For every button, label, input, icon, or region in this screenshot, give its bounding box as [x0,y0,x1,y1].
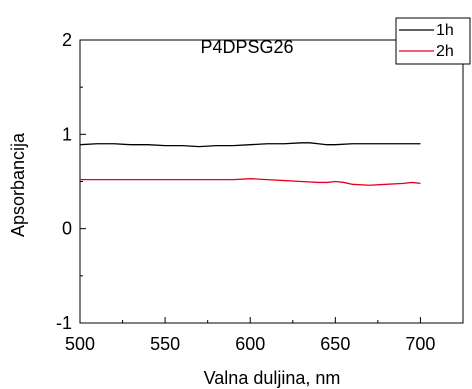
chart-title: P4DPSG26 [200,37,293,57]
x-axis-label: Valna duljina, nm [204,368,341,388]
y-tick-label: 0 [62,219,72,239]
x-tick-label: 650 [320,334,350,354]
axis-ticks: 500 550 600 650 700 -1 0 1 2 [56,30,435,354]
x-tick-label: 700 [405,334,435,354]
x-tick-label: 600 [235,334,265,354]
y-tick-label: 2 [62,30,72,50]
x-tick-label: 550 [150,334,180,354]
legend-box [395,17,471,65]
series-line-2h [80,178,421,186]
x-tick-label: 500 [65,334,95,354]
y-axis-label: Apsorbancija [8,132,28,237]
series-line-1h [79,142,421,148]
series-layer [79,142,421,186]
legend-label-1h: 1h [436,22,454,39]
legend-label-2h: 2h [436,43,454,60]
y-tick-label: -1 [56,313,72,333]
y-tick-label: 1 [62,124,72,144]
